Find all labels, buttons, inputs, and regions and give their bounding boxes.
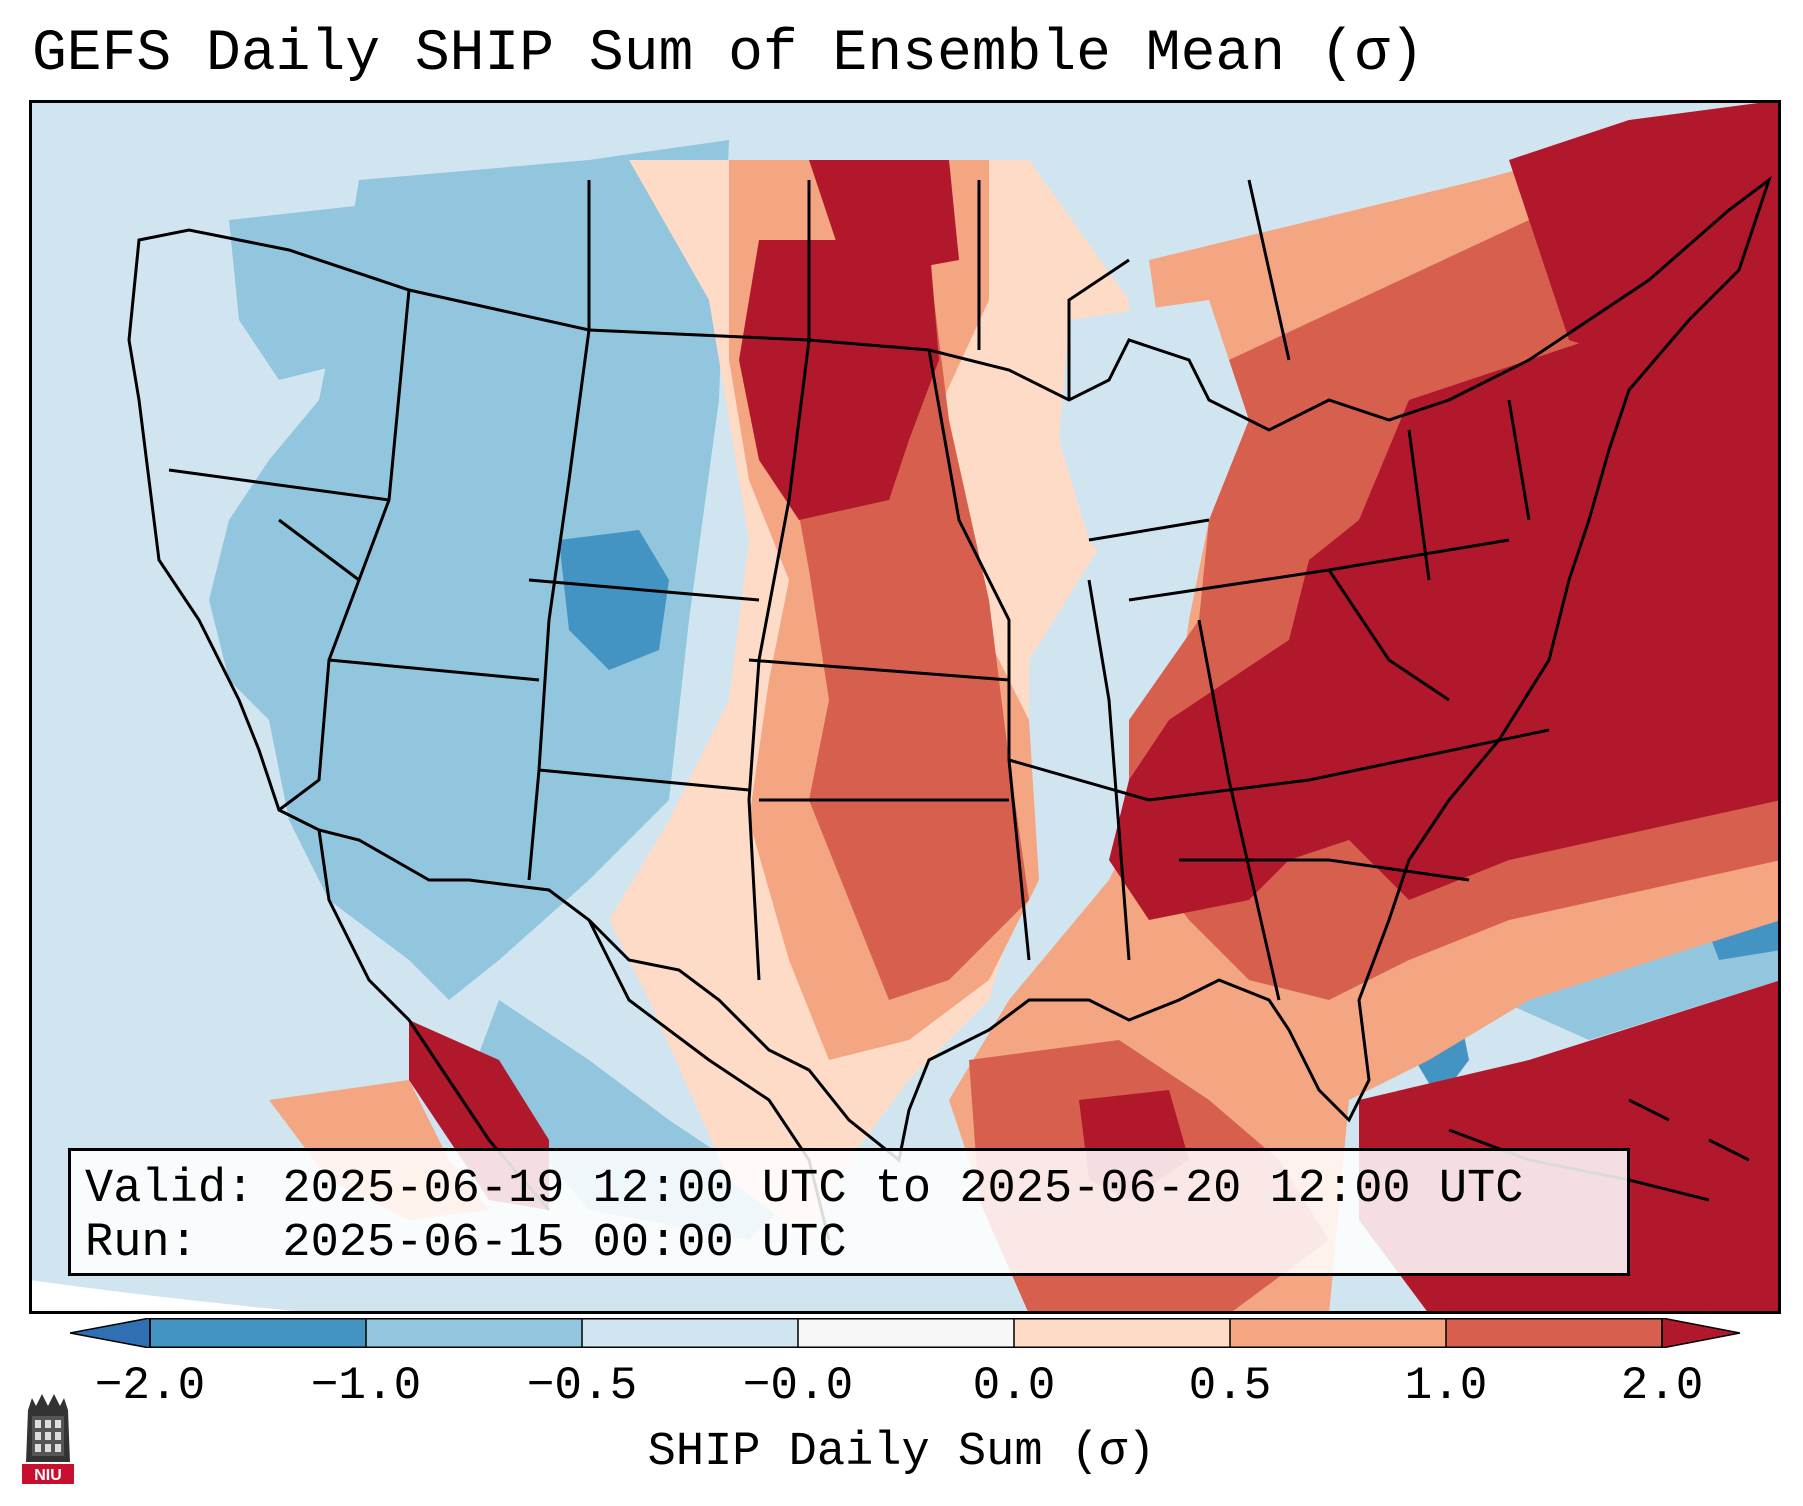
anomaly-west-blue-2: [229, 200, 429, 380]
niu-logo-text: NIU: [34, 1467, 62, 1484]
anomaly-colorado-dark-blue: [559, 530, 669, 670]
conus-outline: [127, 175, 1772, 1163]
anomaly-east-dark-red: [1109, 240, 1781, 920]
niu-logo: NIU: [18, 1390, 78, 1485]
run-time-text: Run: 2025-06-15 00:00 UTC: [85, 1217, 847, 1270]
colorbar-tick-label: 1.0: [1404, 1360, 1488, 1412]
valid-time-text: Valid: 2025-06-19 12:00 UTC to 2025-06-2…: [85, 1163, 1524, 1216]
colorbar-tick-label: −0.0: [742, 1360, 854, 1412]
colorbar-tick-label: 2.0: [1620, 1360, 1704, 1412]
state-lines: [168, 289, 1550, 1001]
colorbar-tick-label: −1.0: [310, 1360, 422, 1412]
anomaly-mn-dark-red: [809, 160, 959, 280]
colorbar-bin: [150, 1318, 366, 1348]
colorbar-extend-low: [69, 1317, 151, 1349]
colorbar-tick-label: 0.0: [972, 1360, 1056, 1412]
colorbar-extend-high: [1661, 1317, 1741, 1349]
colorbar-label: SHIP Daily Sum (σ): [647, 1426, 1156, 1479]
colorbar-bin: [582, 1318, 798, 1348]
colorbar: [69, 1317, 1741, 1349]
colorbar-bin: [798, 1318, 1014, 1348]
anomaly-dakotas-dark-red: [739, 240, 939, 520]
colorbar-bin: [366, 1318, 582, 1348]
colorbar-tick-label: −0.5: [526, 1360, 638, 1412]
chart-title: GEFS Daily SHIP Sum of Ensemble Mean (σ): [32, 22, 1425, 87]
canada-border: [587, 179, 1291, 400]
colorbar-tick-label: −2.0: [94, 1360, 206, 1412]
map-panel: [29, 100, 1781, 1314]
colorbar-bin: [1014, 1318, 1230, 1348]
colorbar-bin: [1230, 1318, 1446, 1348]
anomaly-great-lakes-light: [1059, 300, 1249, 600]
colorbar-bin: [1446, 1318, 1662, 1348]
colorbar-tick-label: 0.5: [1188, 1360, 1272, 1412]
valid-run-info-box: Valid: 2025-06-19 12:00 UTC to 2025-06-2…: [68, 1148, 1630, 1276]
